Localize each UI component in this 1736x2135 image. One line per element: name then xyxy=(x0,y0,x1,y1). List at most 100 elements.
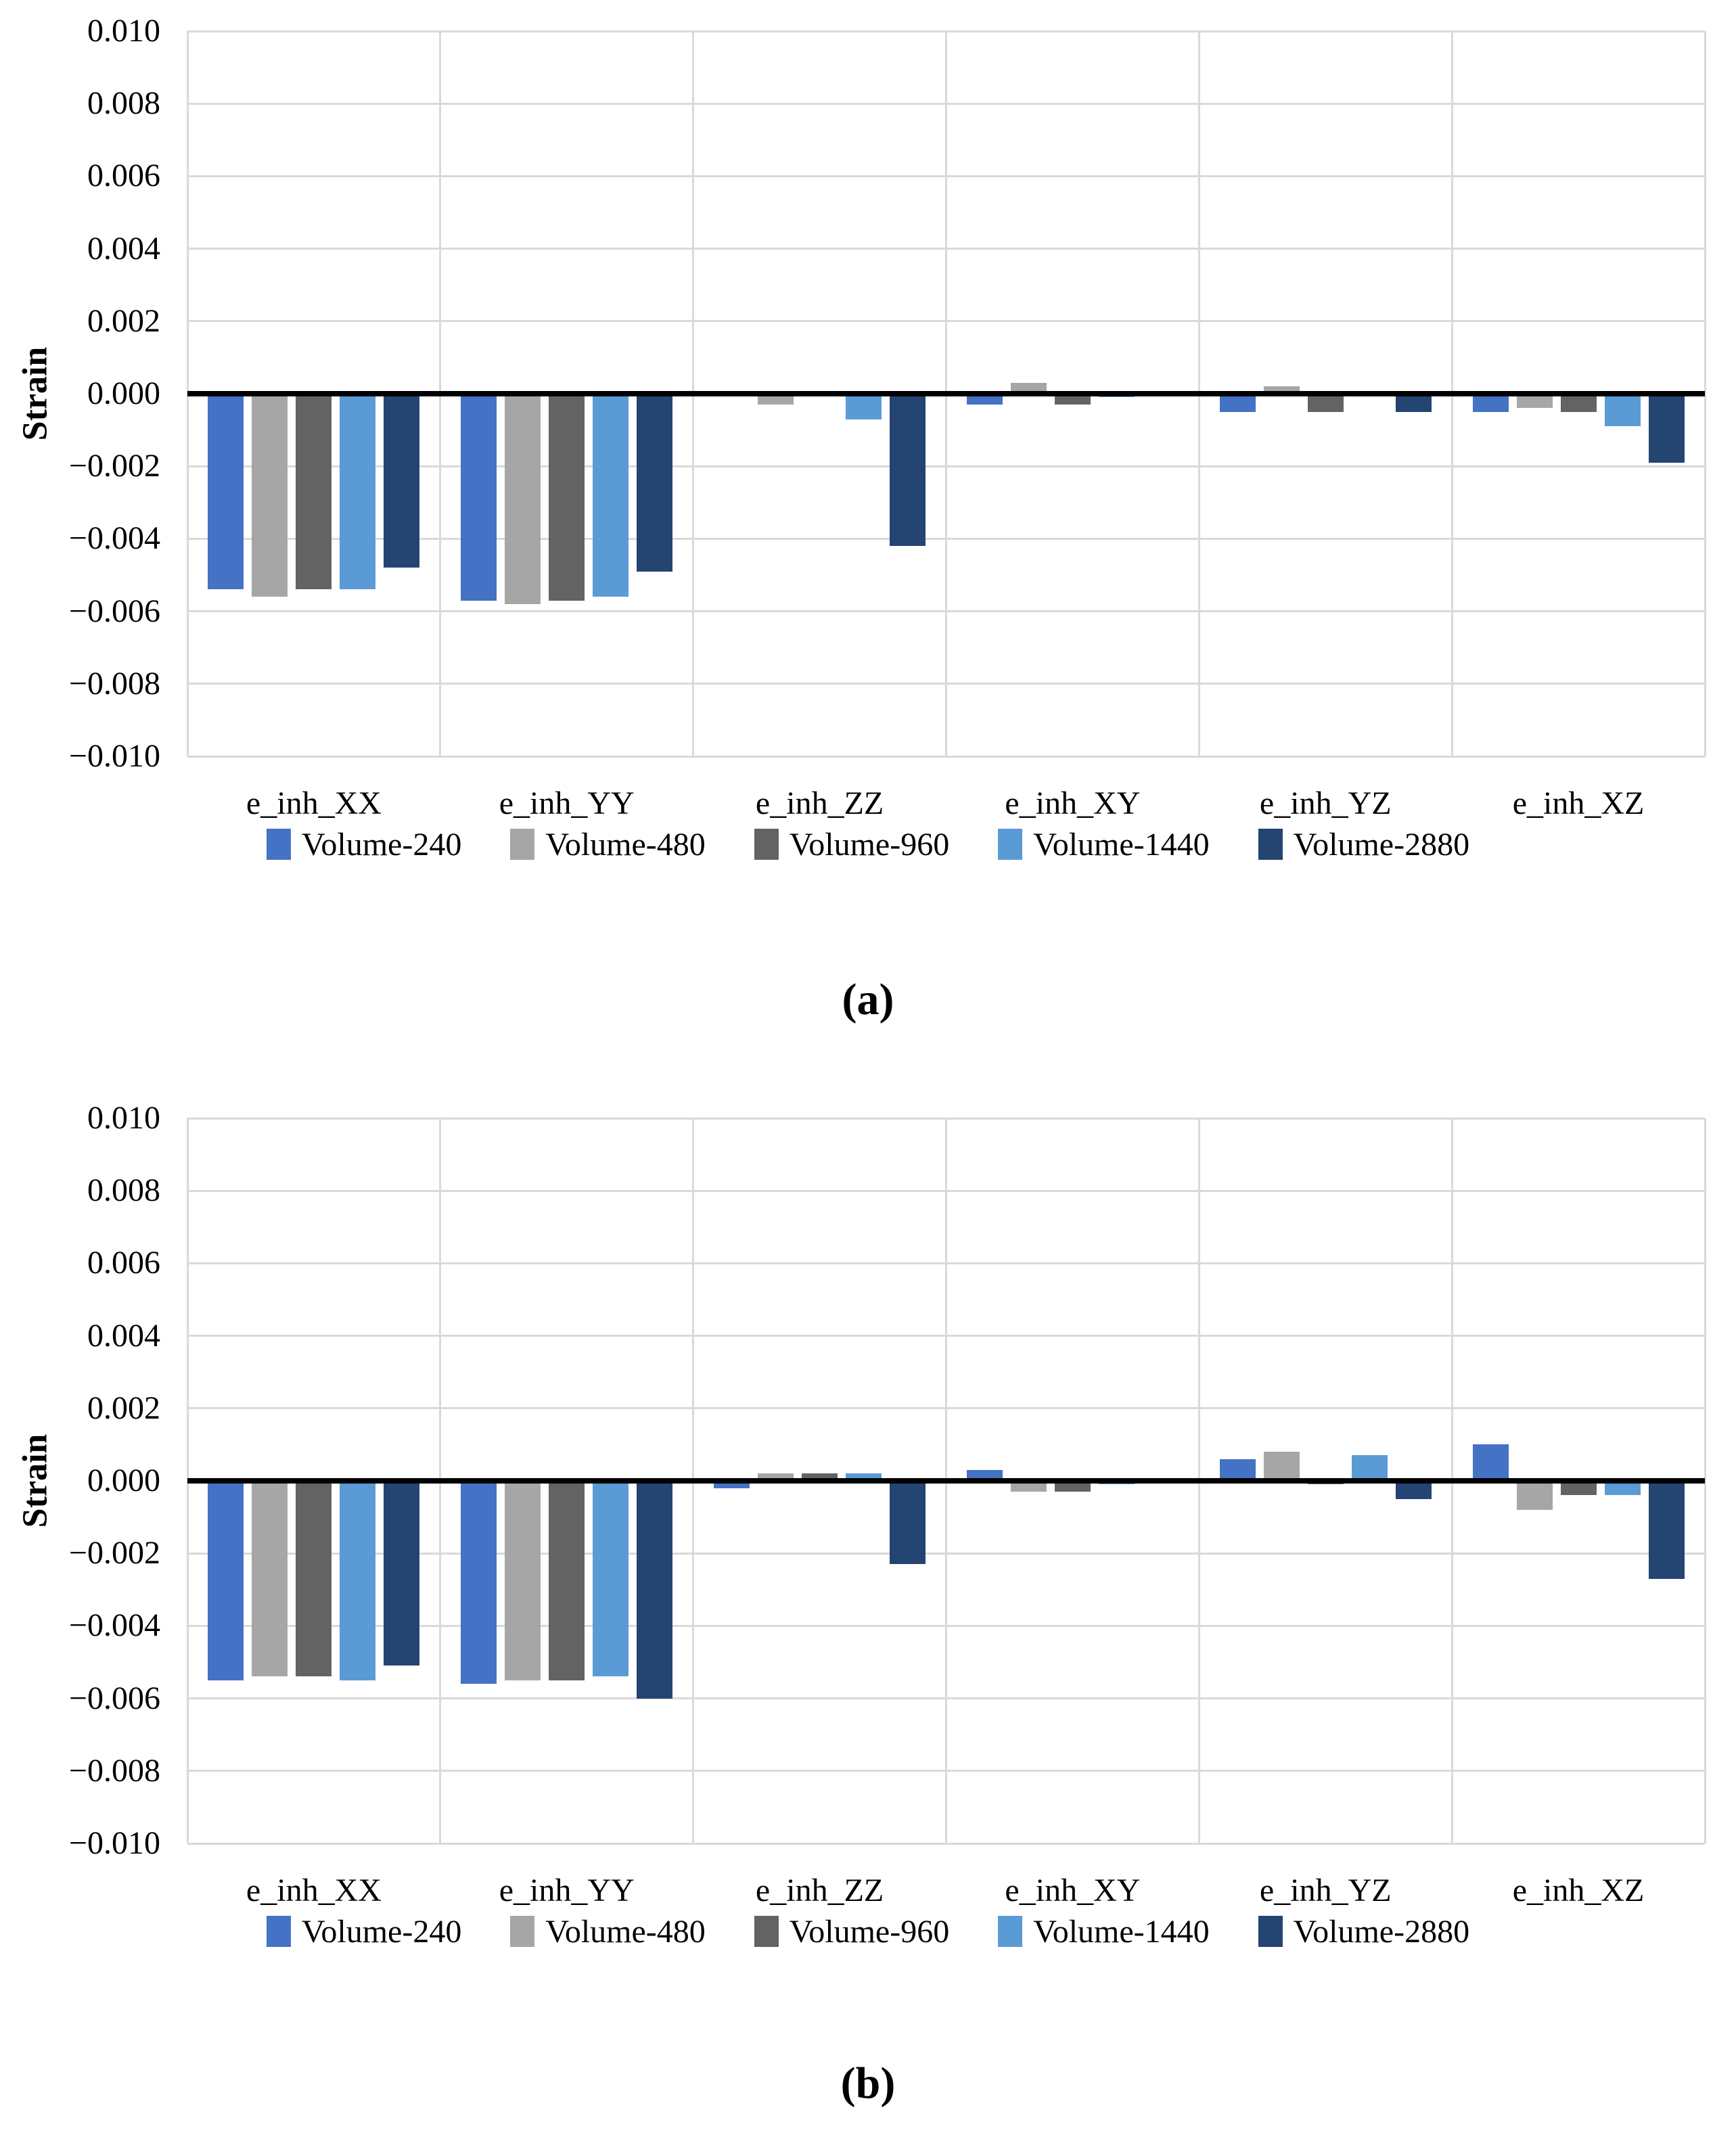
y-tick-label: 0.010 xyxy=(87,1100,160,1136)
y-tick-label: 0.004 xyxy=(87,1317,160,1354)
bar-Volume-480-e_inh_XX xyxy=(252,1481,288,1677)
legend-label-Volume-960: Volume-960 xyxy=(789,826,950,863)
bar-Volume-240-e_inh_YY xyxy=(461,394,497,601)
legend-label-Volume-2880: Volume-2880 xyxy=(1293,1913,1470,1950)
bar-Volume-960-e_inh_XZ xyxy=(1560,1481,1597,1496)
legend: Volume-240 Volume-480 Volume-960 Volume-144… xyxy=(0,823,1736,866)
bar-Volume-960-e_inh_YY xyxy=(549,394,585,601)
legend-item-Volume-240: Volume-240 xyxy=(266,826,462,863)
bar-Volume-1440-e_inh_XZ xyxy=(1604,1481,1641,1496)
bar-Volume-240-e_inh_XZ xyxy=(1472,394,1509,412)
zero-axis-line xyxy=(187,1478,1705,1484)
y-tick-label: −0.010 xyxy=(68,738,160,774)
legend-item-Volume-2880: Volume-2880 xyxy=(1258,1913,1469,1950)
x-category-label: e_inh_YZ xyxy=(1259,785,1392,821)
y-tick-label: 0.006 xyxy=(87,158,160,194)
bar-Volume-240-e_inh_ZZ xyxy=(714,1481,750,1488)
bar-Volume-2880-e_inh_XX xyxy=(384,394,420,568)
x-category-label: e_inh_XY xyxy=(1005,1873,1141,1908)
x-category-label: e_inh_ZZ xyxy=(755,1873,884,1908)
legend-swatch-Volume-2880 xyxy=(1258,1916,1283,1947)
y-tick-label: 0.004 xyxy=(87,230,160,267)
bar-Volume-1440-e_inh_YZ xyxy=(1351,1455,1388,1481)
bar-Volume-1440-e_inh_YY xyxy=(593,1481,629,1677)
bar-Volume-2880-e_inh_XZ xyxy=(1648,1481,1685,1579)
bar-Volume-480-e_inh_ZZ xyxy=(758,394,794,405)
x-gridline xyxy=(1704,1118,1706,1843)
bar-Volume-240-e_inh_YZ xyxy=(1219,394,1256,412)
y-gridline xyxy=(187,1842,1705,1845)
legend-item-Volume-2880: Volume-2880 xyxy=(1258,826,1469,863)
legend-item-Volume-480: Volume-480 xyxy=(510,1913,706,1950)
bar-Volume-2880-e_inh_YZ xyxy=(1395,394,1432,412)
bar-Volume-2880-e_inh_ZZ xyxy=(890,394,926,547)
bar-Volume-1440-e_inh_ZZ xyxy=(846,1473,882,1481)
legend-label-Volume-240: Volume-240 xyxy=(301,826,462,863)
legend-label-Volume-480: Volume-480 xyxy=(545,1913,706,1950)
legend-label-Volume-240: Volume-240 xyxy=(301,1913,462,1950)
bar-Volume-960-e_inh_XX xyxy=(296,1481,332,1677)
bar-Volume-1440-e_inh_XX xyxy=(340,394,376,590)
legend-item-Volume-1440: Volume-1440 xyxy=(998,1913,1210,1950)
x-category-label: e_inh_YY xyxy=(499,785,635,821)
y-tick-label: 0.000 xyxy=(87,375,160,411)
legend-label-Volume-1440: Volume-1440 xyxy=(1033,1913,1210,1950)
bar-Volume-960-e_inh_XZ xyxy=(1560,394,1597,412)
y-tick-label: 0.008 xyxy=(87,85,160,122)
legend-item-Volume-960: Volume-960 xyxy=(754,1913,949,1950)
bar-Volume-960-e_inh_XX xyxy=(296,394,332,590)
y-tick-label: 0.010 xyxy=(87,13,160,49)
bar-Volume-1440-e_inh_YY xyxy=(593,394,629,597)
bar-Volume-480-e_inh_XZ xyxy=(1516,1481,1553,1510)
caption-b: (b) xyxy=(840,2059,896,2108)
legend-item-Volume-1440: Volume-1440 xyxy=(998,826,1210,863)
bar-Volume-240-e_inh_XY xyxy=(966,1469,1003,1481)
bar-Volume-960-e_inh_YY xyxy=(549,1481,585,1680)
y-tick-label: −0.006 xyxy=(68,593,160,629)
bar-Volume-2880-e_inh_ZZ xyxy=(890,1481,926,1565)
legend-swatch-Volume-1440 xyxy=(998,1916,1023,1947)
bar-Volume-960-e_inh_ZZ xyxy=(802,1473,838,1481)
legend-item-Volume-240: Volume-240 xyxy=(266,1913,462,1950)
x-category-label: e_inh_YZ xyxy=(1259,1873,1392,1908)
bar-Volume-240-e_inh_XX xyxy=(208,1481,244,1680)
x-category-label: e_inh_YY xyxy=(499,1873,635,1908)
bar-Volume-480-e_inh_YZ xyxy=(1263,386,1300,394)
bar-Volume-1440-e_inh_ZZ xyxy=(846,394,882,419)
legend-swatch-Volume-960 xyxy=(754,1916,779,1947)
bar-Volume-480-e_inh_XX xyxy=(252,394,288,597)
y-tick-label: 0.008 xyxy=(87,1172,160,1209)
legend-swatch-Volume-240 xyxy=(266,1916,291,1947)
legend-label-Volume-960: Volume-960 xyxy=(789,1913,950,1950)
legend-item-Volume-960: Volume-960 xyxy=(754,826,949,863)
legend-item-Volume-480: Volume-480 xyxy=(510,826,706,863)
y-tick-label: −0.008 xyxy=(68,665,160,702)
bar-Volume-480-e_inh_ZZ xyxy=(758,1473,794,1481)
y-tick-label: −0.002 xyxy=(68,1535,160,1571)
bar-Volume-240-e_inh_XZ xyxy=(1472,1444,1509,1481)
bar-Volume-480-e_inh_XZ xyxy=(1516,394,1553,409)
x-category-label: e_inh_ZZ xyxy=(755,785,884,821)
y-tick-label: −0.008 xyxy=(68,1752,160,1789)
legend-swatch-Volume-2880 xyxy=(1258,829,1283,860)
bar-Volume-2880-e_inh_YY xyxy=(637,1481,673,1699)
y-tick-label: −0.002 xyxy=(68,448,160,484)
bar-Volume-240-e_inh_YZ xyxy=(1219,1459,1256,1481)
bar-Volume-480-e_inh_YY xyxy=(505,1481,541,1680)
legend-label-Volume-1440: Volume-1440 xyxy=(1033,826,1210,863)
bar-Volume-960-e_inh_YZ xyxy=(1307,394,1344,412)
bar-Volume-2880-e_inh_YZ xyxy=(1395,1481,1432,1499)
bar-Volume-2880-e_inh_XX xyxy=(384,1481,420,1666)
legend-label-Volume-480: Volume-480 xyxy=(545,826,706,863)
bar-Volume-480-e_inh_YZ xyxy=(1263,1452,1300,1481)
bar-Volume-1440-e_inh_XX xyxy=(340,1481,376,1680)
legend-swatch-Volume-960 xyxy=(754,829,779,860)
legend: Volume-240 Volume-480 Volume-960 Volume-144… xyxy=(0,1910,1736,1953)
bar-Volume-480-e_inh_XY xyxy=(1010,382,1047,394)
bar-Volume-1440-e_inh_XZ xyxy=(1604,394,1641,427)
caption-a: (a) xyxy=(842,975,894,1024)
bar-Volume-240-e_inh_YY xyxy=(461,1481,497,1684)
x-category-label: e_inh_XX xyxy=(246,1873,382,1908)
